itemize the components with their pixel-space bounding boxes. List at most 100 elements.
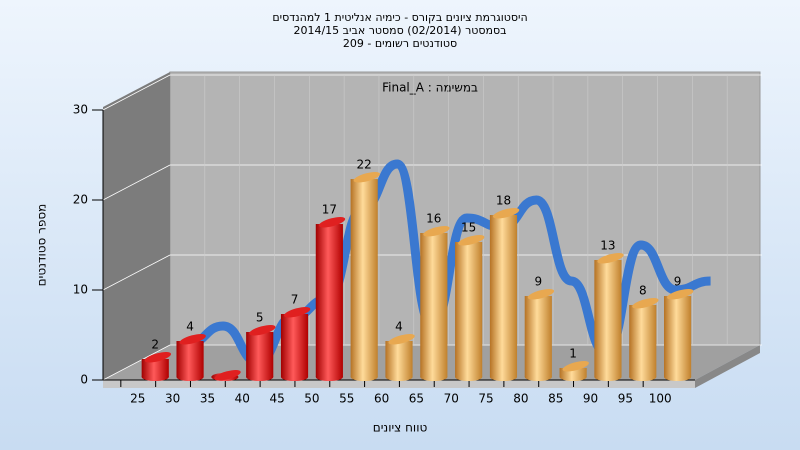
bar-top <box>284 307 311 318</box>
bar-base <box>629 373 657 381</box>
bar-base <box>594 373 622 381</box>
grid-line <box>102 254 171 291</box>
bar-base <box>350 373 378 381</box>
bar-base <box>664 373 692 381</box>
bar-body <box>315 224 343 377</box>
value-label: 4 <box>395 320 403 334</box>
bar <box>211 370 241 381</box>
value-label: 7 <box>291 293 299 307</box>
x-tick-label: 60 <box>374 392 389 406</box>
bar-top <box>492 208 520 219</box>
bar-body <box>420 233 448 377</box>
x-tick-label: 85 <box>548 392 563 406</box>
value-label: 2 <box>151 338 159 352</box>
bar-base <box>280 373 309 381</box>
bar-body <box>385 341 413 377</box>
y-tick-label: 20 <box>73 193 88 207</box>
x-tick-label: 35 <box>200 392 215 406</box>
bar-base <box>420 373 448 381</box>
y-tick-label: 30 <box>73 103 88 117</box>
grid-line <box>102 164 171 201</box>
bar: 4 <box>385 320 415 381</box>
bar-base <box>455 373 483 381</box>
chart-subtitle: בסמסטר (02/2014) סמסטר אביב 2014/15 <box>293 24 506 37</box>
bar-top <box>562 361 589 372</box>
chart-title: היסטוגרמת ציונים בקורס - כימיה אנליטית 1… <box>272 11 527 24</box>
x-tick-label: 30 <box>165 392 180 406</box>
bar-top <box>353 172 380 183</box>
y-axis-label: מספר סטודנטים <box>35 204 49 287</box>
value-label: 9 <box>534 275 542 289</box>
bar: 15 <box>455 221 485 381</box>
bar-base <box>141 373 169 381</box>
chart-subtitle: סטודנטים רשומים - 209 <box>343 37 457 50</box>
bar: 13 <box>594 239 624 381</box>
x-tick-label: 25 <box>130 392 145 406</box>
bar-top <box>632 298 659 309</box>
x-tick-label: 75 <box>478 392 493 406</box>
value-label: 15 <box>461 221 476 235</box>
bar-body <box>350 179 378 377</box>
value-label: 9 <box>674 275 682 289</box>
x-tick-label: 95 <box>618 392 633 406</box>
value-label: 18 <box>496 194 511 208</box>
bar-body <box>559 368 587 377</box>
bar: 16 <box>420 212 450 381</box>
value-label: 8 <box>639 284 647 298</box>
bar: 17 <box>315 203 346 381</box>
x-tick-label: 65 <box>409 392 424 406</box>
bar: 1 <box>559 347 589 381</box>
x-tick-label: 45 <box>269 392 284 406</box>
bar-body <box>594 260 622 377</box>
value-label: 22 <box>357 158 372 172</box>
x-tick-label: 90 <box>583 392 598 406</box>
value-label: 1 <box>569 347 577 361</box>
bar: 9 <box>664 275 694 381</box>
value-label: 13 <box>600 239 615 253</box>
bar: 7 <box>280 293 311 381</box>
bar-top <box>388 334 415 345</box>
bar-base <box>176 373 204 381</box>
bar-top <box>597 253 624 264</box>
bar-top <box>527 289 555 300</box>
bar-body <box>629 305 657 377</box>
bar-base <box>489 373 518 381</box>
grid-line <box>102 74 171 111</box>
bar-base <box>559 373 587 381</box>
bar-top <box>179 334 206 345</box>
bar-base <box>315 373 343 381</box>
grid-line <box>102 344 171 381</box>
bar-top <box>214 370 241 381</box>
y-tick-label: 0 <box>80 373 88 387</box>
bar: 4 <box>176 320 206 381</box>
bar-base <box>524 373 552 381</box>
bar-top <box>249 325 276 336</box>
x-tick-label: 80 <box>513 392 528 406</box>
bar-body <box>489 215 518 377</box>
bar-body <box>141 359 169 377</box>
bar-top <box>458 235 485 246</box>
bar-body <box>176 341 204 377</box>
bars: 2 4 5 7 17 22 4 16 15 18 9 1 13 8 9 <box>141 158 694 381</box>
value-label: 16 <box>426 212 441 226</box>
y-tick-label: 10 <box>73 283 88 297</box>
bar-body <box>246 332 274 377</box>
left-wall <box>103 72 170 380</box>
bar: 5 <box>246 311 276 381</box>
value-label: 17 <box>322 203 337 217</box>
bar-base <box>385 373 413 381</box>
x-tick-label: 100 <box>649 392 672 406</box>
x-tick-label: 50 <box>304 392 319 406</box>
bar: 8 <box>629 284 659 381</box>
bar-top <box>667 289 694 300</box>
bar-body <box>455 242 483 377</box>
bar: 18 <box>489 194 520 381</box>
annotation: Final_A : במשימה <box>382 81 478 95</box>
value-label: 4 <box>186 320 194 334</box>
value-label: 5 <box>256 311 264 325</box>
bar-top <box>423 226 450 237</box>
x-tick-label: 55 <box>339 392 354 406</box>
x-tick-label: 40 <box>235 392 250 406</box>
bar: 9 <box>524 275 555 381</box>
